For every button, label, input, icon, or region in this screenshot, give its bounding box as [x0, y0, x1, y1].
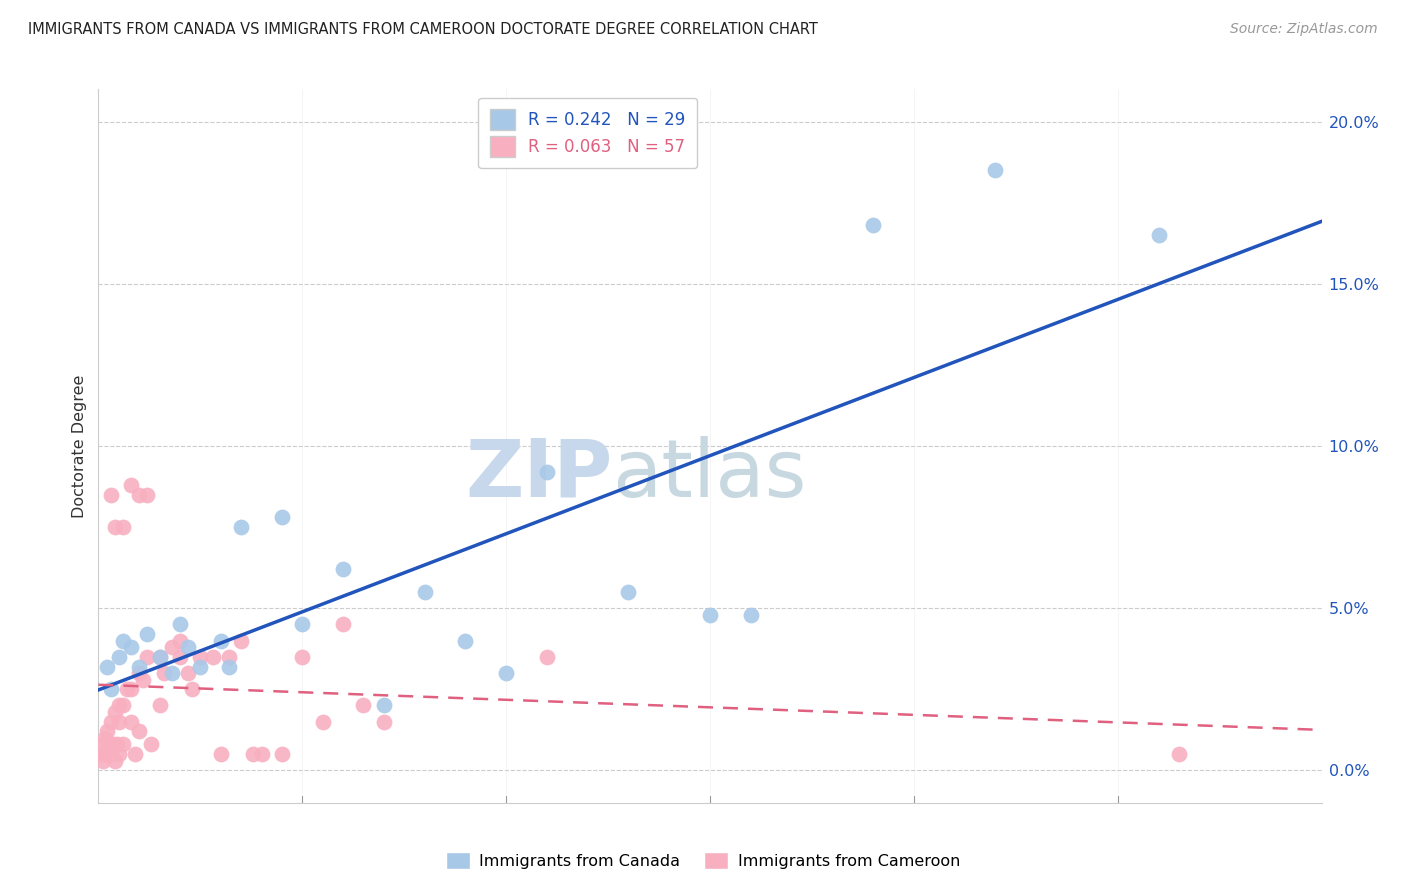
Legend: R = 0.242   N = 29, R = 0.063   N = 57: R = 0.242 N = 29, R = 0.063 N = 57 — [478, 97, 697, 169]
Point — [169, 633, 191, 648]
Point — [128, 666, 150, 681]
Point — [617, 585, 640, 599]
Point — [90, 738, 112, 752]
Point — [108, 649, 131, 664]
Point — [740, 607, 762, 622]
Point — [160, 640, 183, 654]
Point — [128, 659, 150, 673]
Point — [536, 649, 558, 664]
Point — [495, 666, 517, 681]
Point — [108, 698, 131, 713]
Point — [332, 617, 354, 632]
Point — [97, 738, 120, 752]
Text: IMMIGRANTS FROM CANADA VS IMMIGRANTS FROM CAMEROON DOCTORATE DEGREE CORRELATION : IMMIGRANTS FROM CANADA VS IMMIGRANTS FRO… — [28, 22, 818, 37]
Point — [231, 520, 253, 534]
Point — [91, 754, 114, 768]
Point — [111, 633, 134, 648]
Point — [149, 649, 172, 664]
Point — [96, 747, 118, 761]
Point — [332, 562, 354, 576]
Point — [454, 633, 477, 648]
Point — [373, 698, 395, 713]
Point — [160, 666, 183, 681]
Point — [136, 649, 159, 664]
Point — [100, 488, 122, 502]
Point — [105, 738, 128, 752]
Point — [862, 219, 884, 233]
Point — [152, 666, 174, 681]
Point — [218, 659, 240, 673]
Point — [169, 617, 191, 632]
Point — [96, 724, 118, 739]
Point — [120, 714, 142, 729]
Point — [93, 731, 115, 745]
Point — [104, 705, 127, 719]
Point — [100, 714, 122, 729]
Point — [120, 640, 142, 654]
Y-axis label: Doctorate Degree: Doctorate Degree — [72, 375, 87, 517]
Point — [177, 666, 200, 681]
Point — [270, 747, 294, 761]
Point — [136, 488, 159, 502]
Point — [201, 649, 224, 664]
Point — [149, 698, 172, 713]
Point — [111, 738, 134, 752]
Point — [96, 659, 118, 673]
Legend: Immigrants from Canada, Immigrants from Cameroon: Immigrants from Canada, Immigrants from … — [440, 846, 966, 875]
Point — [101, 738, 124, 752]
Point — [250, 747, 273, 761]
Point — [91, 747, 114, 761]
Point — [136, 627, 159, 641]
Point — [128, 724, 150, 739]
Point — [270, 510, 294, 524]
Point — [128, 488, 150, 502]
Point — [312, 714, 335, 729]
Point — [373, 714, 395, 729]
Point — [231, 633, 253, 648]
Point — [1167, 747, 1189, 761]
Point — [181, 682, 204, 697]
Point — [132, 673, 155, 687]
Point — [188, 659, 212, 673]
Point — [100, 682, 122, 697]
Point — [89, 747, 111, 761]
Text: Source: ZipAtlas.com: Source: ZipAtlas.com — [1230, 22, 1378, 37]
Point — [177, 640, 200, 654]
Point — [352, 698, 374, 713]
Point — [111, 698, 134, 713]
Text: atlas: atlas — [612, 435, 807, 514]
Point — [984, 163, 1007, 178]
Point — [413, 585, 436, 599]
Point — [1147, 228, 1170, 243]
Point — [242, 747, 264, 761]
Point — [209, 747, 232, 761]
Point — [108, 714, 131, 729]
Point — [291, 649, 314, 664]
Point — [124, 747, 146, 761]
Point — [104, 520, 127, 534]
Point — [115, 682, 138, 697]
Point — [108, 747, 131, 761]
Point — [100, 747, 122, 761]
Point — [149, 649, 172, 664]
Point — [536, 465, 558, 479]
Point — [141, 738, 163, 752]
Point — [291, 617, 314, 632]
Point — [218, 649, 240, 664]
Point — [111, 520, 134, 534]
Point — [699, 607, 721, 622]
Point — [120, 478, 142, 492]
Point — [104, 754, 127, 768]
Point — [188, 649, 212, 664]
Point — [209, 633, 232, 648]
Point — [169, 649, 191, 664]
Point — [120, 682, 142, 697]
Text: ZIP: ZIP — [465, 435, 612, 514]
